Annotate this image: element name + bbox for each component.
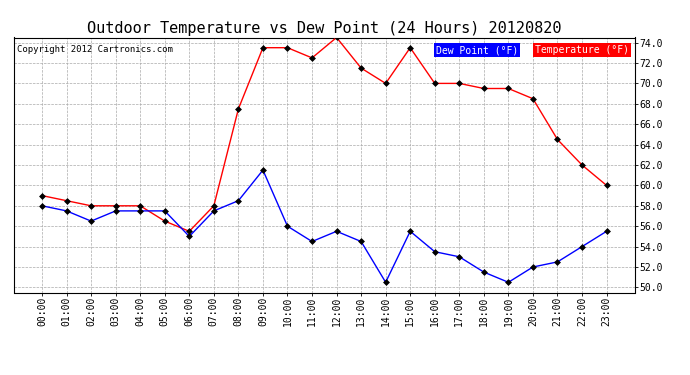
Text: Copyright 2012 Cartronics.com: Copyright 2012 Cartronics.com xyxy=(17,45,172,54)
Text: Temperature (°F): Temperature (°F) xyxy=(535,45,629,55)
Title: Outdoor Temperature vs Dew Point (24 Hours) 20120820: Outdoor Temperature vs Dew Point (24 Hou… xyxy=(87,21,562,36)
Text: Dew Point (°F): Dew Point (°F) xyxy=(436,45,518,55)
